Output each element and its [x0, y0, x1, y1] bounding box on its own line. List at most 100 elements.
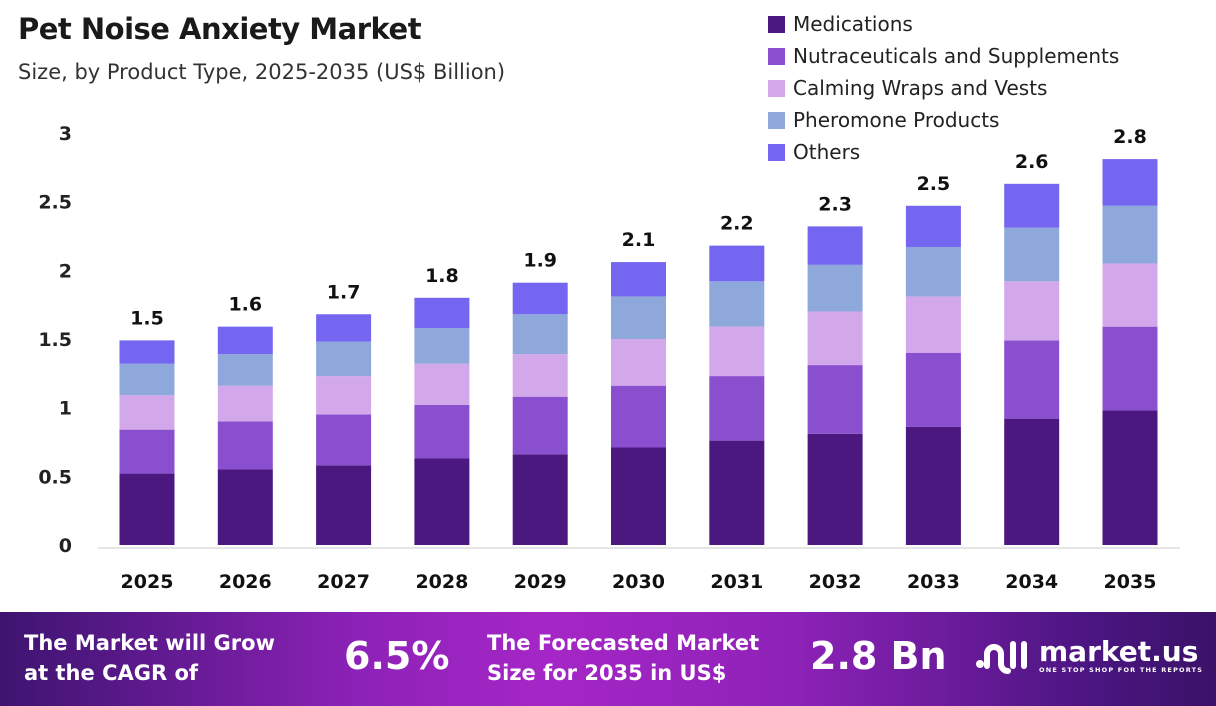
legend-swatch — [768, 79, 785, 97]
bar-segment-others-2026 — [217, 326, 273, 355]
bar-segment-pheromone-products-2025 — [119, 363, 175, 396]
bar-segment-medications-2034 — [1004, 418, 1060, 545]
legend-label: Pheromone Products — [793, 108, 1000, 132]
bar-total-label: 1.7 — [327, 281, 361, 303]
bar-segment-calming-wraps-and-vests-2029 — [512, 354, 568, 397]
legend-swatch — [768, 47, 785, 65]
bar-segment-calming-wraps-and-vests-2025 — [119, 395, 175, 430]
legend-label: Others — [793, 140, 861, 164]
legend-label: Calming Wraps and Vests — [793, 76, 1048, 100]
bar-segment-pheromone-products-2032 — [807, 264, 863, 312]
logo-icon — [976, 641, 1027, 674]
logo-tagline: ONE STOP SHOP FOR THE REPORTS — [1039, 666, 1204, 674]
x-tick-label: 2035 — [1104, 571, 1157, 593]
legend-swatch — [768, 111, 785, 129]
y-tick-label: 0 — [59, 535, 72, 557]
bar-total-label: 1.5 — [130, 307, 164, 329]
stacked-bar-chart: 0 0.5 1 1.5 2 2.5 3 1.5 2025 1.6 2026 1.7 2027 1.8 202… — [38, 123, 1180, 593]
bar-segment-medications-2029 — [512, 454, 568, 545]
y-tick-label: 2 — [59, 260, 72, 282]
bar-segment-calming-wraps-and-vests-2031 — [709, 326, 765, 377]
x-tick-label: 2033 — [907, 571, 960, 593]
legend-item-calming-wraps: Calming Wraps and Vests — [768, 72, 1119, 104]
bar-segment-medications-2031 — [709, 440, 765, 545]
legend-item-others: Others — [768, 136, 1119, 168]
x-tick-label: 2032 — [809, 571, 862, 593]
bar-segment-others-2032 — [807, 226, 863, 265]
bar-segment-pheromone-products-2034 — [1004, 227, 1060, 282]
bar-segment-medications-2025 — [119, 473, 175, 545]
legend-swatch — [768, 143, 785, 161]
x-tick-label: 2030 — [612, 571, 665, 593]
forecast-text: The Forecasted Market Size for 2035 in U… — [487, 628, 759, 688]
bar-segment-others-2033 — [905, 205, 961, 247]
bar-segment-others-2030 — [611, 262, 666, 297]
bar-total-label: 1.9 — [523, 250, 557, 272]
bar-segment-calming-wraps-and-vests-2035 — [1102, 263, 1158, 327]
bar-total-label: 2.8 — [1113, 126, 1147, 148]
bar-segment-medications-2028 — [414, 458, 470, 545]
legend: Medications Nutraceuticals and Supplemen… — [768, 8, 1119, 168]
legend-item-medications: Medications — [768, 8, 1119, 40]
bar-segment-medications-2035 — [1102, 410, 1158, 545]
bar-segment-pheromone-products-2028 — [414, 328, 470, 364]
x-tick-label: 2026 — [219, 571, 272, 593]
bar-segment-nutraceuticals-and-supplements-2035 — [1102, 326, 1158, 411]
cagr-value: 6.5% — [344, 634, 450, 678]
bar-segment-calming-wraps-and-vests-2030 — [611, 339, 666, 386]
legend-item-nutraceuticals: Nutraceuticals and Supplements — [768, 40, 1119, 72]
cagr-text: The Market will Grow at the CAGR of — [24, 628, 275, 688]
bar-total-label: 2.6 — [1015, 151, 1049, 173]
y-tick-label: 1.5 — [38, 329, 72, 351]
chart-title: Pet Noise Anxiety Market — [18, 12, 422, 46]
bar-segment-medications-2026 — [217, 469, 273, 545]
bar-segment-calming-wraps-and-vests-2034 — [1004, 281, 1060, 341]
bar-segment-calming-wraps-and-vests-2026 — [217, 385, 273, 422]
bar-segment-medications-2030 — [611, 447, 666, 545]
bar-segment-nutraceuticals-and-supplements-2028 — [414, 404, 470, 459]
bar-segment-others-2027 — [316, 314, 372, 342]
bar-segment-nutraceuticals-and-supplements-2034 — [1004, 340, 1060, 419]
bar-segment-nutraceuticals-and-supplements-2025 — [119, 429, 175, 474]
bar-segment-medications-2033 — [905, 426, 961, 545]
bar-segment-pheromone-products-2027 — [316, 341, 372, 377]
x-tick-label: 2025 — [121, 571, 174, 593]
x-tick-label: 2031 — [710, 571, 763, 593]
bar-segment-nutraceuticals-and-supplements-2029 — [512, 396, 568, 455]
legend-label: Medications — [793, 12, 913, 36]
bar-segment-pheromone-products-2035 — [1102, 205, 1158, 264]
bar-segment-nutraceuticals-and-supplements-2032 — [807, 365, 863, 434]
x-tick-label: 2028 — [415, 571, 468, 593]
bar-total-label: 1.6 — [228, 294, 262, 316]
legend-item-pheromone: Pheromone Products — [768, 104, 1119, 136]
bar-segment-pheromone-products-2031 — [709, 281, 765, 327]
bar-segment-pheromone-products-2029 — [512, 314, 568, 355]
bar-total-label: 2.1 — [622, 229, 656, 251]
bar-segment-others-2025 — [119, 340, 175, 364]
summary-banner: The Market will Grow at the CAGR of 6.5%… — [0, 612, 1216, 706]
forecast-value: 2.8 Bn — [810, 634, 947, 678]
bar-segment-others-2028 — [414, 297, 470, 329]
x-tick-label: 2034 — [1005, 571, 1058, 593]
bar-segment-calming-wraps-and-vests-2027 — [316, 376, 372, 415]
bar-segment-nutraceuticals-and-supplements-2026 — [217, 421, 273, 470]
bar-total-label: 2.3 — [818, 193, 852, 215]
cagr-text-line: at the CAGR of — [24, 661, 199, 685]
bar-segment-calming-wraps-and-vests-2033 — [905, 296, 961, 353]
bar-segment-calming-wraps-and-vests-2032 — [807, 311, 863, 366]
bar-segment-others-2035 — [1102, 159, 1158, 206]
bar-segment-others-2031 — [709, 245, 765, 282]
bar-segment-medications-2032 — [807, 433, 863, 545]
chart-subtitle: Size, by Product Type, 2025-2035 (US$ Bi… — [18, 60, 506, 84]
bar-segment-pheromone-products-2033 — [905, 246, 961, 297]
legend-swatch — [768, 15, 785, 33]
y-tick-label: 3 — [59, 123, 72, 145]
bar-segment-nutraceuticals-and-supplements-2031 — [709, 376, 765, 441]
y-tick-label: 1 — [59, 398, 72, 420]
bar-segment-medications-2027 — [316, 465, 372, 545]
forecast-text-line: Size for 2035 in US$ — [487, 661, 727, 685]
bar-segment-others-2029 — [512, 282, 568, 315]
legend-label: Nutraceuticals and Supplements — [793, 44, 1120, 68]
market-us-logo: market.us ONE STOP SHOP FOR THE REPORTS — [975, 636, 1203, 676]
bar-segment-nutraceuticals-and-supplements-2030 — [611, 385, 666, 448]
